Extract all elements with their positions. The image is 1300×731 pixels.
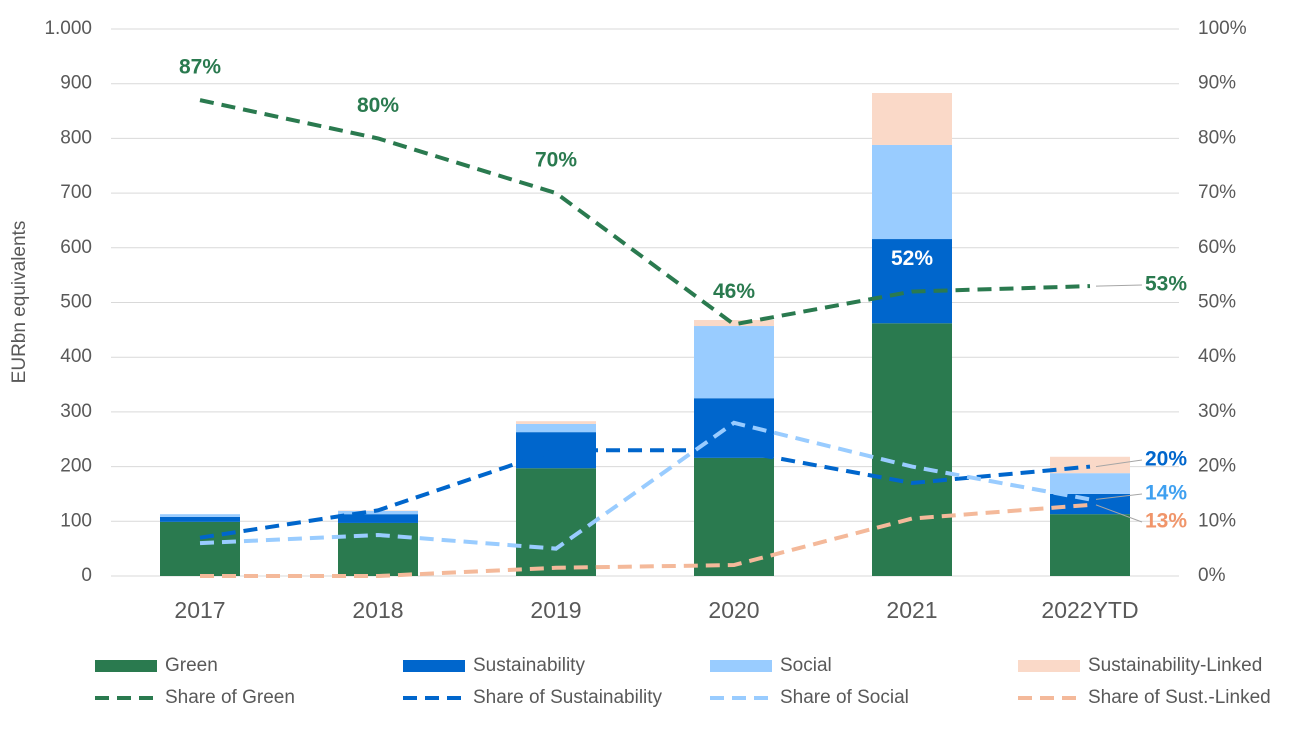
line-series xyxy=(200,502,1091,578)
bar xyxy=(160,521,240,576)
y2-tick-label: 40% xyxy=(1198,346,1236,367)
legend-swatch xyxy=(1018,660,1080,672)
y2-tick-label: 50% xyxy=(1198,292,1236,313)
bar xyxy=(694,320,774,327)
legend-label: Sustainability-Linked xyxy=(1088,655,1262,676)
legend-swatch xyxy=(710,660,772,672)
bar xyxy=(1050,493,1130,515)
bar xyxy=(872,144,952,240)
bar xyxy=(516,468,596,576)
bar xyxy=(1050,473,1130,494)
x-tick-label: 2019 xyxy=(530,597,581,623)
legend-label: Share of Social xyxy=(780,687,909,708)
bar xyxy=(1050,514,1130,576)
bar xyxy=(872,323,952,576)
y2-tick-label: 0% xyxy=(1198,565,1226,586)
bar xyxy=(338,514,418,523)
bar xyxy=(338,522,418,576)
line-series xyxy=(199,448,1091,540)
y2-tick-label: 80% xyxy=(1198,127,1236,148)
y-tick-label: 500 xyxy=(60,292,92,313)
y-tick-label: 100 xyxy=(60,510,92,531)
x-tick-label: 2018 xyxy=(352,597,403,623)
y-tick-label: 900 xyxy=(60,73,92,94)
legend-label: Share of Sust.-Linked xyxy=(1088,687,1271,708)
bar xyxy=(516,421,596,424)
legend-swatch xyxy=(403,660,465,672)
x-tick-label: 2021 xyxy=(886,597,937,623)
data-label: 46% xyxy=(713,280,755,303)
data-label: 53% xyxy=(1145,273,1187,296)
x-tick-label: 2020 xyxy=(708,597,759,623)
bar xyxy=(1050,456,1130,474)
bar xyxy=(516,423,596,433)
y-tick-label: 600 xyxy=(60,237,92,258)
bar xyxy=(160,514,240,517)
data-label: 80% xyxy=(357,94,399,117)
y2-tick-label: 90% xyxy=(1198,73,1236,94)
legend-swatch xyxy=(95,660,157,672)
y-tick-label: 200 xyxy=(60,456,92,477)
bar xyxy=(160,516,240,522)
data-label: 52% xyxy=(891,247,933,270)
y-axis-label: EURbn equivalents xyxy=(9,221,30,384)
bar xyxy=(872,92,952,145)
bar xyxy=(694,326,774,399)
y-tick-label: 0 xyxy=(81,565,92,586)
y-tick-label: 800 xyxy=(60,127,92,148)
x-tick-label: 2017 xyxy=(174,597,225,623)
data-label: 14% xyxy=(1145,482,1187,505)
bar xyxy=(516,432,596,469)
y2-tick-label: 100% xyxy=(1198,18,1247,39)
y-tick-label: 300 xyxy=(60,401,92,422)
legend-label: Green xyxy=(165,655,218,676)
data-label: 87% xyxy=(179,56,221,79)
y-tick-label: 700 xyxy=(60,182,92,203)
leader-line xyxy=(1095,459,1143,468)
bar xyxy=(872,239,952,324)
y2-tick-label: 30% xyxy=(1198,401,1236,422)
x-tick-label: 2022YTD xyxy=(1041,597,1138,623)
legend-label: Social xyxy=(780,655,832,676)
bar xyxy=(338,510,418,515)
line-series xyxy=(199,98,1091,327)
y2-tick-label: 10% xyxy=(1198,510,1236,531)
leader-line xyxy=(1095,493,1143,500)
y2-tick-label: 20% xyxy=(1198,456,1236,477)
data-label: 70% xyxy=(535,149,577,172)
y-tick-label: 1.000 xyxy=(44,18,92,39)
leader-line xyxy=(1095,504,1143,523)
data-label: 20% xyxy=(1145,448,1187,471)
legend-label: Share of Green xyxy=(165,687,295,708)
legend-label: Sustainability xyxy=(473,655,585,676)
legend-label: Share of Sustainability xyxy=(473,687,663,708)
leader-line xyxy=(1095,284,1143,287)
y2-tick-label: 70% xyxy=(1198,182,1236,203)
data-label: 13% xyxy=(1145,510,1187,533)
line-series xyxy=(199,420,1091,551)
y2-tick-label: 60% xyxy=(1198,237,1236,258)
y-tick-label: 400 xyxy=(60,346,92,367)
